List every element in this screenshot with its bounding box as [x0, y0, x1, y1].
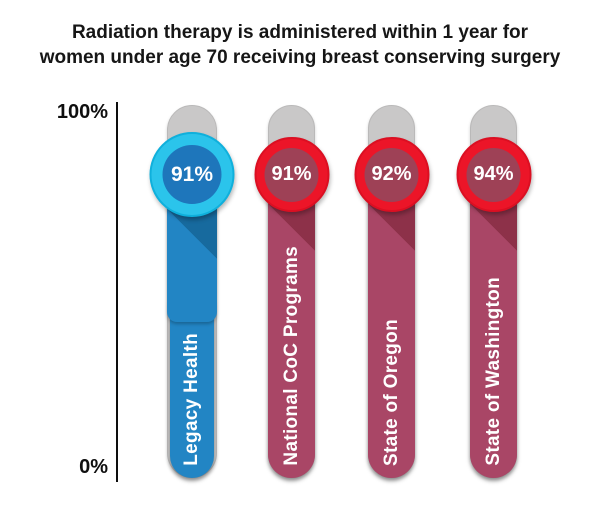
chart-title: Radiation therapy is administered within…: [39, 22, 561, 69]
value-badge: 91%: [264, 147, 319, 202]
value-badge-ring: 92%: [354, 137, 429, 212]
value-badge-ring: 94%: [456, 137, 531, 212]
bar-column-state-of-washington: State of Washington 94%: [456, 105, 531, 478]
bar-label: Legacy Health: [181, 333, 202, 466]
value-badge-ring: 91%: [149, 132, 235, 217]
bar-value-label: 91%: [271, 163, 312, 185]
bar-column-legacy-health: Legacy Health 91%: [149, 105, 235, 478]
y-axis-min-label: 0%: [79, 456, 108, 478]
bar-value-label: 94%: [473, 163, 514, 185]
bar-label: State of Oregon: [380, 318, 402, 466]
bar-value-label: 91%: [170, 162, 214, 186]
value-badge-ring: 91%: [254, 137, 329, 212]
bar-value-label: 92%: [371, 163, 412, 185]
bar-column-national-coc-programs: National CoC Programs 91%: [254, 105, 329, 478]
bar-label: National CoC Programs: [280, 246, 302, 466]
bar-stem: [170, 300, 214, 478]
value-badge: 94%: [466, 147, 521, 202]
value-badge: 91%: [162, 145, 222, 204]
y-axis-line: [116, 102, 118, 482]
value-badge: 92%: [364, 147, 419, 202]
y-axis-max-label: 100%: [56, 101, 108, 123]
bar-diagonal-shadow: [167, 209, 217, 259]
bar-label: State of Washington: [482, 277, 504, 466]
bar-column-state-of-oregon: State of Oregon 92%: [354, 105, 429, 478]
